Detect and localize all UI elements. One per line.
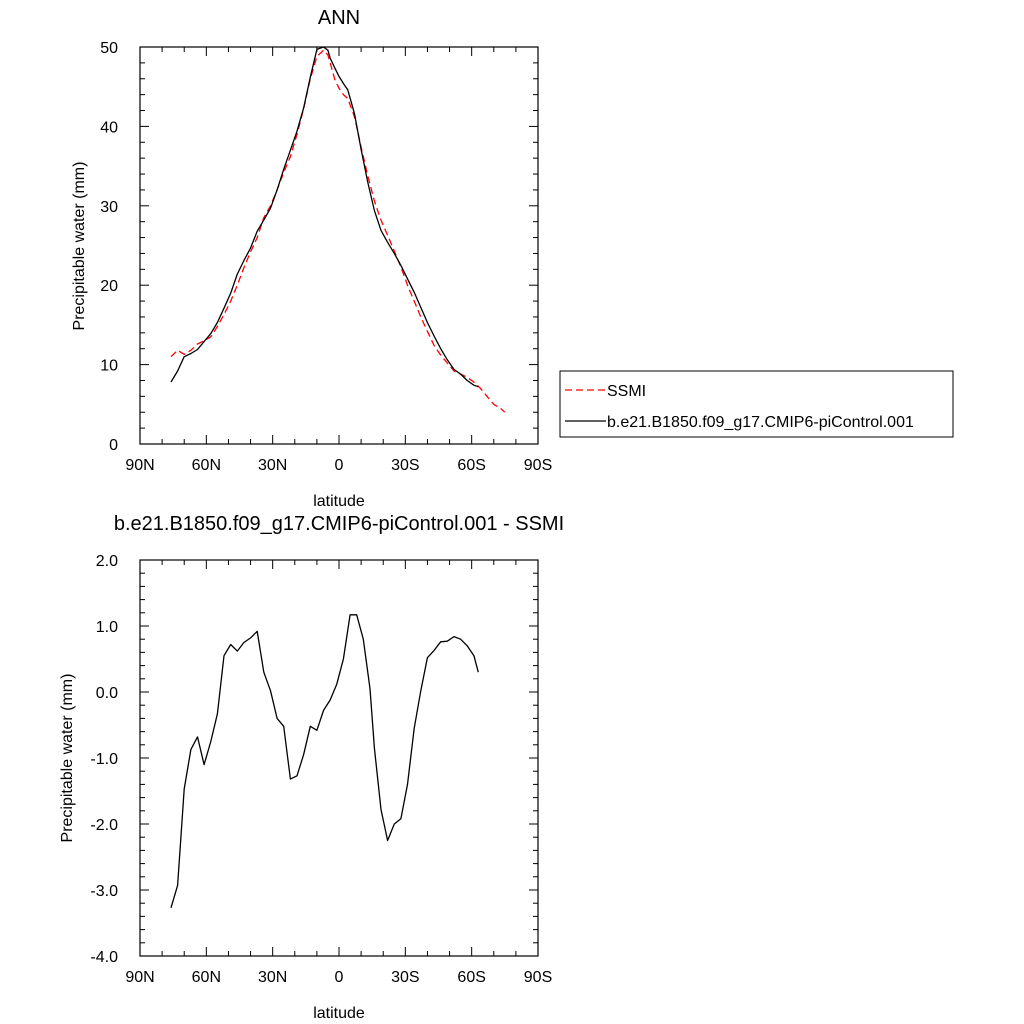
top-x-tick-label: 30S bbox=[391, 457, 419, 474]
bottom-x-tick-label: 90S bbox=[524, 969, 552, 986]
top-x-tick-label: 90N bbox=[125, 457, 154, 474]
top-x-tick-label: 60S bbox=[457, 457, 485, 474]
top-x-axis-label: latitude bbox=[313, 493, 365, 510]
top-series-line-0 bbox=[170, 49, 506, 413]
top-x-tick-label: 60N bbox=[192, 457, 221, 474]
bottom-x-tick-label: 0 bbox=[335, 969, 344, 986]
legend-label-model: b.e21.B1850.f09_g17.CMIP6-piControl.001 bbox=[607, 414, 914, 431]
bottom-series-line-0 bbox=[170, 614, 479, 908]
top-plot-frame bbox=[139, 46, 539, 445]
legend-label-ssmi: SSMI bbox=[607, 383, 646, 400]
legend-box bbox=[559, 370, 954, 438]
bottom-x-tick-label: 60S bbox=[457, 969, 485, 986]
top-y-tick-label: 20 bbox=[100, 278, 118, 295]
bottom-x-tick-label: 60N bbox=[192, 969, 221, 986]
top-chart-title: ANN bbox=[318, 7, 360, 29]
top-y-tick-label: 0 bbox=[109, 437, 118, 454]
top-x-tick-label: 90S bbox=[524, 457, 552, 474]
bottom-y-tick-label: 1.0 bbox=[96, 619, 118, 636]
top-y-tick-label: 10 bbox=[100, 358, 118, 375]
top-panel: ANN latitude Precipitable water (mm) 90N… bbox=[71, 7, 552, 510]
bottom-y-tick-label: -3.0 bbox=[90, 883, 118, 900]
bottom-x-tick-label: 30S bbox=[391, 969, 419, 986]
top-series bbox=[170, 46, 506, 413]
bottom-y-tick-label: -1.0 bbox=[90, 751, 118, 768]
top-y-tick-label: 40 bbox=[100, 119, 118, 136]
bottom-chart-title: b.e21.B1850.f09_g17.CMIP6-piControl.001 … bbox=[114, 513, 564, 535]
bottom-series bbox=[170, 614, 479, 908]
top-x-tick-label: 0 bbox=[335, 457, 344, 474]
legend: SSMI b.e21.B1850.f09_g17.CMIP6-piControl… bbox=[559, 370, 954, 438]
top-y-axis-label: Precipitable water (mm) bbox=[71, 162, 88, 331]
top-y-tick-label: 30 bbox=[100, 199, 118, 216]
bottom-ticks: 90N 60N 30N 0 30S 60S 90S -4.0 -3.0 -2.0 -1.0 0.0 1.… bbox=[90, 553, 552, 986]
bottom-y-tick-label: -2.0 bbox=[90, 817, 118, 834]
bottom-y-tick-label: 2.0 bbox=[96, 553, 118, 570]
bottom-y-tick-label: -4.0 bbox=[90, 949, 118, 966]
bottom-x-tick-label: 90N bbox=[125, 969, 154, 986]
bottom-x-axis-label: latitude bbox=[313, 1005, 365, 1022]
bottom-plot-frame bbox=[139, 559, 539, 957]
top-x-tick-label: 30N bbox=[258, 457, 287, 474]
bottom-panel: b.e21.B1850.f09_g17.CMIP6-piControl.001 … bbox=[59, 513, 564, 1022]
bottom-y-axis-label: Precipitable water (mm) bbox=[59, 674, 76, 843]
top-y-tick-label: 50 bbox=[100, 40, 118, 57]
top-ticks: 90N 60N 30N 0 30S 60S 90S 0 10 20 30 40 50 bbox=[100, 40, 552, 474]
bottom-x-tick-label: 30N bbox=[258, 969, 287, 986]
top-series-line-1 bbox=[170, 46, 479, 388]
bottom-y-tick-label: 0.0 bbox=[96, 685, 118, 702]
